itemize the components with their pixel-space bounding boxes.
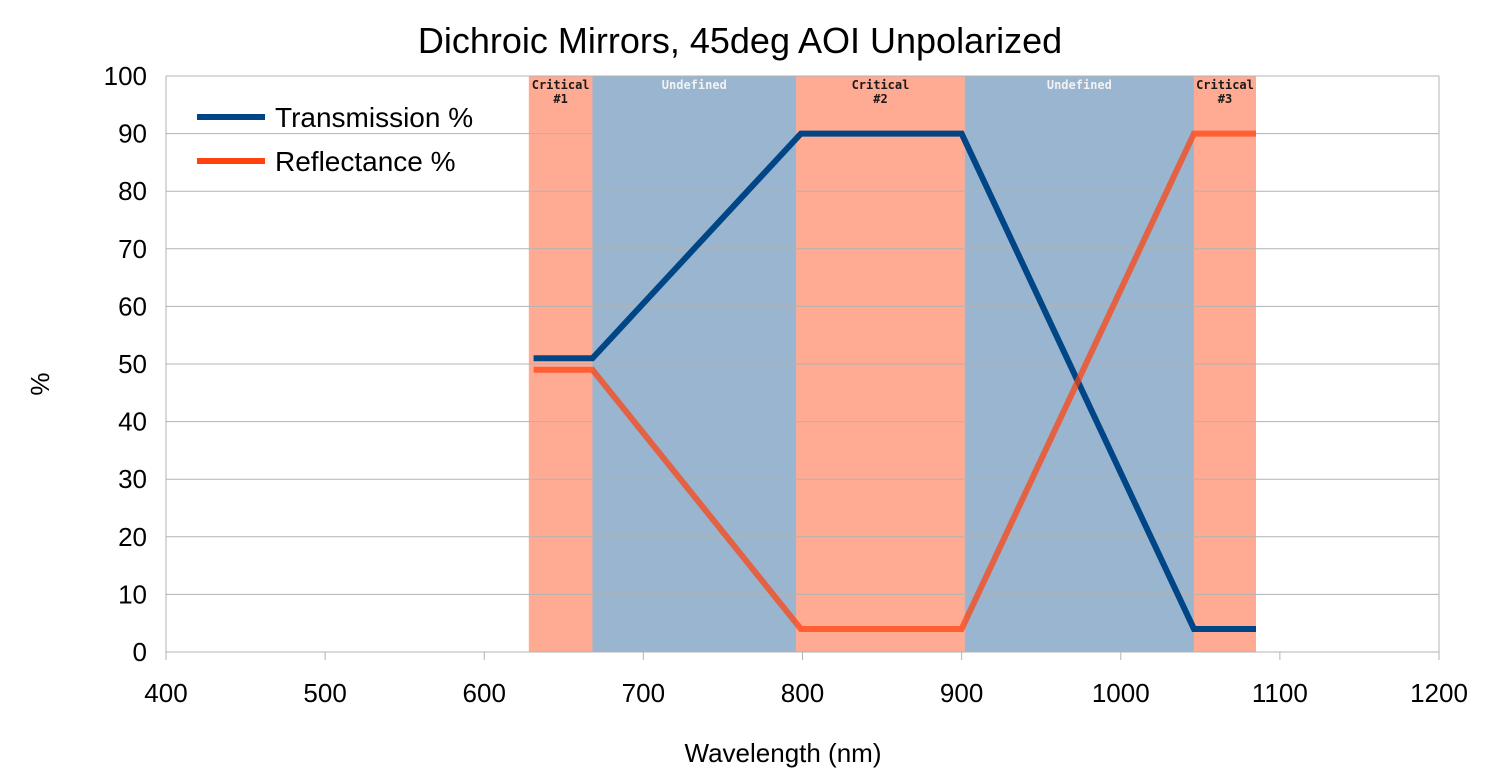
y-axis-label: % xyxy=(25,372,55,395)
y-tick-label-80: 80 xyxy=(118,176,147,206)
x-tick-label-1200: 1200 xyxy=(1410,678,1468,708)
y-tick-label-70: 70 xyxy=(118,234,147,264)
x-tick-label-1100: 1100 xyxy=(1252,678,1308,708)
series-line-reflectance xyxy=(533,130,1257,632)
y-tick-label-60: 60 xyxy=(118,291,147,321)
legend: Transmission % Reflectance % xyxy=(197,102,473,177)
y-tick-label-100: 100 xyxy=(104,61,147,91)
region-label-1-line-2: #1 xyxy=(553,92,567,106)
region-label-3-line-2: #2 xyxy=(873,92,887,106)
y-tick-label-10: 10 xyxy=(118,579,147,609)
x-tick-label-800: 800 xyxy=(781,678,824,708)
series-line-transmission xyxy=(533,130,1257,632)
y-tick-label-40: 40 xyxy=(118,407,147,437)
y-tick-label-50: 50 xyxy=(118,349,147,379)
series-lines xyxy=(533,130,1257,632)
x-tick-label-1000: 1000 xyxy=(1092,678,1150,708)
y-tick-label-90: 90 xyxy=(118,119,147,149)
x-axis-label: Wavelength (nm) xyxy=(685,738,882,768)
y-tick-label-20: 20 xyxy=(118,522,147,552)
region-label-5-line-1: Critical xyxy=(1196,78,1254,92)
region-label-4-line-1: Undefined xyxy=(1047,78,1112,92)
chart-title: Dichroic Mirrors, 45deg AOI Unpolarized xyxy=(418,20,1062,61)
y-tick-label-0: 0 xyxy=(133,637,147,667)
region-label-1-line-1: Critical xyxy=(532,78,590,92)
x-tick-label-700: 700 xyxy=(622,678,665,708)
x-tick-label-900: 900 xyxy=(940,678,983,708)
axes xyxy=(165,76,1440,653)
x-tick-labels: 400 500 600 700 800 900 1000 1100 1200 xyxy=(144,678,1468,708)
x-tick-label-500: 500 xyxy=(303,678,346,708)
y-tick-labels: 0 10 20 30 40 50 60 70 80 90 100 xyxy=(104,61,147,667)
legend-label-transmission: Transmission % xyxy=(275,102,473,133)
legend-label-reflectance: Reflectance % xyxy=(275,146,456,177)
region-label-3-line-1: Critical xyxy=(852,78,910,92)
region-label-2-line-1: Undefined xyxy=(662,78,727,92)
y-tick-label-30: 30 xyxy=(118,464,147,494)
region-label-5-line-2: #3 xyxy=(1218,92,1232,106)
x-tick-label-600: 600 xyxy=(463,678,506,708)
x-tick-label-400: 400 xyxy=(144,678,187,708)
